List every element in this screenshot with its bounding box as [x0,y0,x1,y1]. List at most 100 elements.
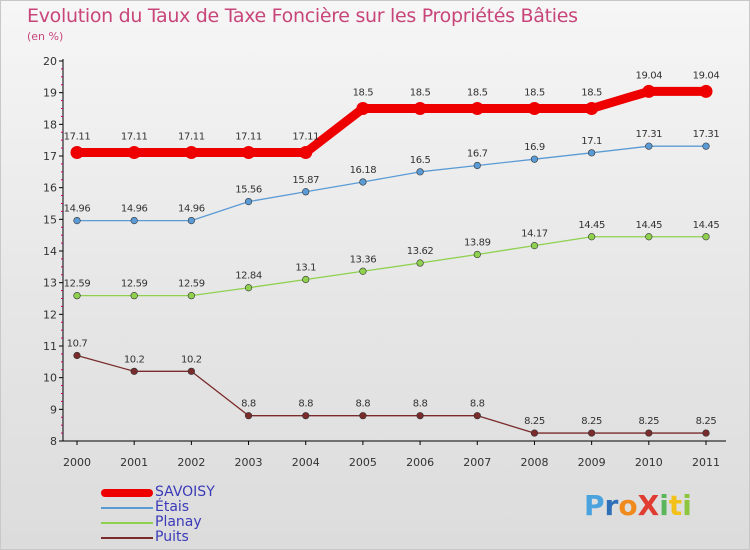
data-point [588,233,596,241]
data-label: 12.59 [64,279,91,290]
logo-letter: i [659,489,669,522]
data-label: 14.17 [521,229,548,240]
data-label: 17.31 [693,129,720,140]
data-point [73,217,81,225]
legend-swatch [101,507,153,509]
data-point [645,233,653,241]
data-label: 8.25 [524,416,545,427]
data-point [645,142,653,150]
legend-label: Puits [155,529,189,545]
legend-label: Planay [155,514,202,530]
proxiti-logo: ProXiti [584,489,692,522]
data-point [130,217,138,225]
data-point [73,292,81,300]
chart-subtitle: (en %) [27,30,64,43]
series-line-2 [76,236,707,297]
data-label: 8.8 [470,399,485,410]
data-point [302,275,310,284]
data-label: 10.7 [67,339,88,350]
data-label: 12.59 [121,279,148,290]
data-label: 8.8 [413,399,428,410]
data-label: 14.96 [178,204,205,215]
series-line-3 [76,354,707,434]
y-tick-label: 19 [43,87,57,100]
data-point [416,259,424,267]
data-point [244,284,253,292]
data-label: 18.5 [353,88,374,99]
data-point [70,146,84,160]
x-tick-label: 2005 [349,456,377,469]
data-point [473,250,481,259]
logo-letter: P [584,489,605,522]
y-tick-label: 12 [43,308,57,321]
logo-letter: X [637,489,660,522]
data-label: 19.04 [635,70,662,81]
y-tick-label: 8 [50,435,57,448]
data-label: 14.96 [64,204,91,215]
data-point [699,84,713,98]
data-label: 18.5 [581,88,602,99]
data-point [530,242,539,250]
data-point [416,412,424,420]
legend-label: SAVOISY [155,484,215,500]
x-tick-label: 2011 [692,456,720,469]
x-tick-label: 2001 [120,456,148,469]
data-label: 16.9 [524,142,545,153]
x-tick-label: 2007 [463,456,491,469]
data-label: 17.1 [581,136,602,147]
x-tick-label: 2002 [177,456,205,469]
data-point [530,155,539,163]
y-tick-label: 18 [43,118,57,131]
data-point [588,149,596,157]
data-label: 14.45 [693,220,720,231]
data-point [585,102,599,115]
data-point [530,429,539,437]
y-tick-label: 20 [43,55,57,68]
data-label: 17.11 [121,132,148,143]
x-tick-label: 2004 [292,456,320,469]
data-label: 17.11 [64,132,91,143]
data-label: 10.2 [124,354,145,365]
legend-swatch [101,489,153,497]
data-label: 14.45 [635,220,662,231]
data-point [702,233,710,241]
data-point [187,292,195,300]
data-label: 8.25 [696,416,717,427]
x-tick-label: 2000 [63,456,91,469]
data-point [73,351,81,360]
data-point [645,429,653,437]
data-point [242,146,256,160]
data-label: 13.1 [295,263,316,274]
data-point [588,429,596,437]
logo-letter: o [618,489,638,522]
data-label: 17.11 [292,132,319,143]
data-label: 14.45 [578,220,605,231]
data-label: 15.56 [235,185,262,196]
data-point [244,198,253,206]
data-label: 8.8 [356,399,371,410]
data-label: 12.84 [235,271,262,282]
data-point [130,367,138,375]
data-point [187,367,195,375]
y-tick-label: 15 [43,213,57,226]
x-tick-label: 2003 [235,456,263,469]
data-point [244,412,253,420]
data-label: 13.62 [407,246,434,257]
data-point [127,146,141,160]
data-label: 17.11 [235,132,262,143]
logo-letter: i [682,489,692,522]
y-tick-label: 10 [43,372,57,385]
x-tick-label: 2008 [520,456,548,469]
data-label: 18.5 [467,88,488,99]
y-tick-label: 9 [50,403,57,416]
data-point [702,142,710,150]
data-point [130,292,138,300]
data-label: 16.18 [350,165,377,176]
data-point [473,161,481,170]
data-point [359,267,367,275]
data-label: 13.89 [464,237,491,248]
data-label: 18.5 [524,88,545,99]
legend-label: Étais [155,499,190,515]
data-point [473,412,481,420]
data-point [359,412,367,420]
